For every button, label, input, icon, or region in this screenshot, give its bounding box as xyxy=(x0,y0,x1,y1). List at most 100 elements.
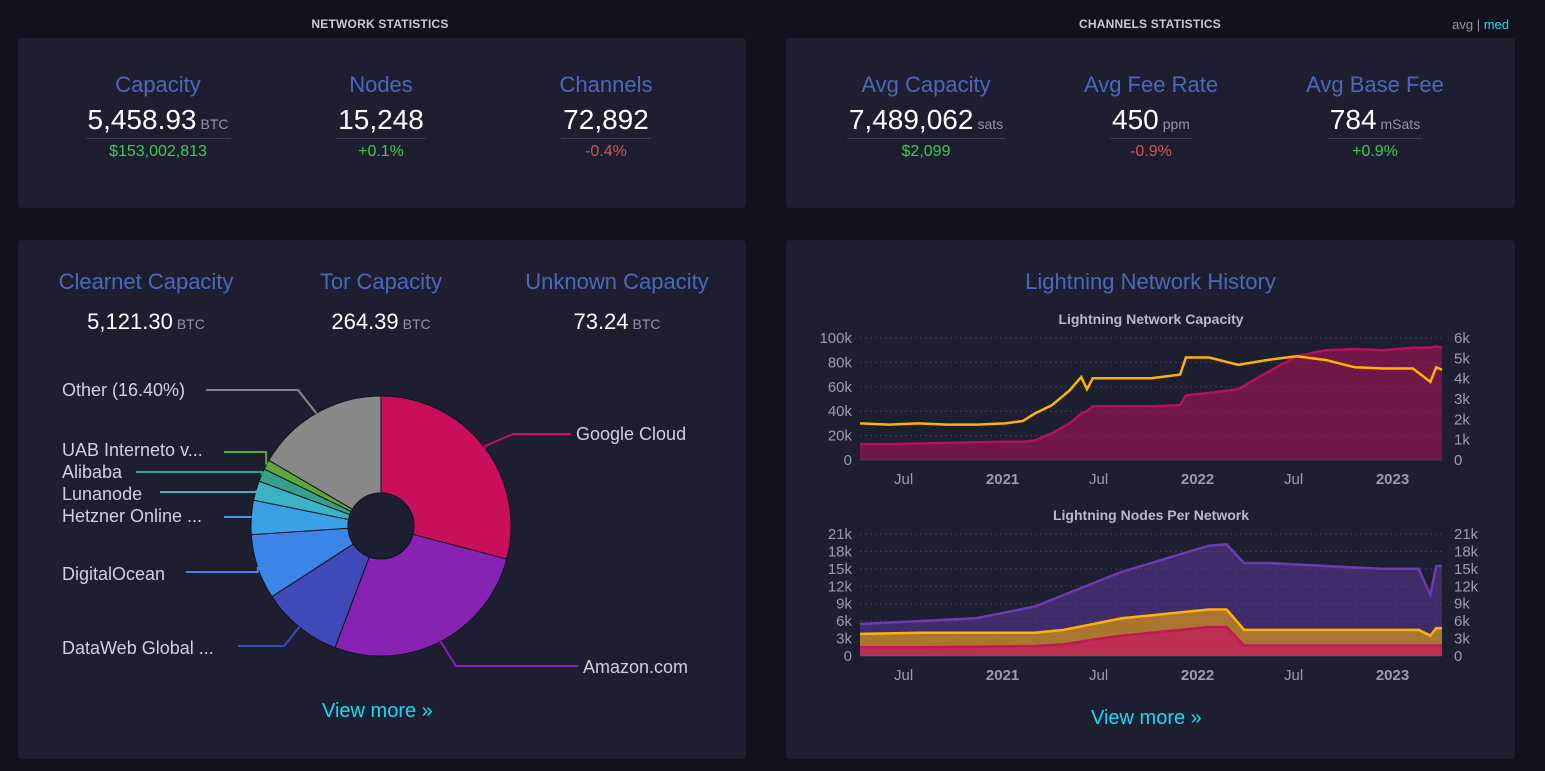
avg-fee-rate-unit: ppm xyxy=(1162,116,1190,132)
y-right-tick: 0 xyxy=(1454,452,1462,469)
y-left-tick: 21k xyxy=(828,526,853,543)
capacity-label: Capacity xyxy=(115,72,201,97)
y-left-tick: 0 xyxy=(844,648,852,665)
chart-title: Lightning Nodes Per Network xyxy=(1053,507,1249,523)
y-right-tick: 6k xyxy=(1454,613,1470,630)
pie-connector-lunanode xyxy=(160,490,258,493)
isp-pie-chart[interactable]: Google Cloud Amazon.com DataWeb Global ...… xyxy=(18,360,746,760)
x-tick: 2022 xyxy=(1181,667,1214,684)
avg-toggle[interactable]: avg xyxy=(1452,17,1474,32)
network-statistics-title: NETWORK STATISTICS xyxy=(311,17,449,31)
pie-connector-other-16-40 xyxy=(206,389,318,414)
y-right-tick: 12k xyxy=(1454,578,1479,595)
channels-stat: Channels 72,892 -0.4% xyxy=(506,72,706,161)
x-tick: 2021 xyxy=(986,667,1019,684)
series-line-1 xyxy=(859,355,1443,426)
y-right-tick: 3k xyxy=(1454,631,1470,648)
y-left-tick: 6k xyxy=(836,613,852,630)
y-left-tick: 80k xyxy=(828,354,853,371)
pie-connector-dataweb-global xyxy=(238,626,301,647)
y-left-tick: 3k xyxy=(836,631,852,648)
y-right-tick: 15k xyxy=(1454,561,1479,578)
pie-label-uab-interneto-v: UAB Interneto v... xyxy=(62,440,203,460)
channels-value: 72,892 xyxy=(563,104,649,135)
unknown-capacity-stat: Unknown Capacity 73.24 BTC xyxy=(517,269,717,335)
y-right-tick: 4k xyxy=(1454,371,1470,388)
x-tick: Jul xyxy=(894,667,913,684)
capacity-usd: $153,002,813 xyxy=(109,143,207,160)
history-title: Lightning Network History xyxy=(1025,269,1276,294)
history-card: Lightning Network History Lightning Netw… xyxy=(786,240,1515,759)
avg-capacity-usd: $2,099 xyxy=(901,143,951,160)
y-right-tick: 3k xyxy=(1454,391,1470,408)
unknown-capacity-unit: BTC xyxy=(632,316,661,332)
pie-label-alibaba: Alibaba xyxy=(62,462,123,482)
capacity-breakdown-card: Clearnet Capacity 5,121.30 BTC Tor Capaci… xyxy=(18,240,746,759)
clearnet-capacity-label: Clearnet Capacity xyxy=(58,269,234,294)
x-tick: 2023 xyxy=(1376,471,1409,488)
avg-capacity-value: 7,489,062 xyxy=(848,104,974,135)
y-left-tick: 40k xyxy=(828,403,853,420)
clearnet-capacity-stat: Clearnet Capacity 5,121.30 BTC xyxy=(46,269,246,335)
chart-title: Lightning Network Capacity xyxy=(1058,311,1243,327)
pie-connector-google-cloud xyxy=(483,433,571,448)
nodes-label: Nodes xyxy=(349,72,413,97)
y-left-tick: 60k xyxy=(828,379,853,396)
capacity-view-more-link[interactable]: View more » xyxy=(322,700,433,722)
pie-label-other-16-40: Other (16.40%) xyxy=(62,380,185,400)
pie-label-digitalocean: DigitalOcean xyxy=(62,564,165,584)
tor-capacity-unit: BTC xyxy=(402,316,431,332)
capacity-history-chart[interactable]: Lightning Network Capacity 0 20k 40k 60k 80k 1… xyxy=(786,310,1515,490)
nodes-value: 15,248 xyxy=(338,104,424,135)
x-tick: Jul xyxy=(1284,471,1303,488)
avg-base-fee-label: Avg Base Fee xyxy=(1306,72,1444,97)
series-area-0 xyxy=(860,544,1442,656)
series-area-2 xyxy=(860,626,1442,656)
avg-fee-rate-label: Avg Fee Rate xyxy=(1083,72,1219,97)
history-view-more-link[interactable]: View more » xyxy=(1091,707,1202,729)
x-tick: 2023 xyxy=(1376,667,1409,684)
y-right-tick: 1k xyxy=(1454,432,1470,449)
pie-connector-amazon-com xyxy=(439,641,578,667)
pie-connector-alibaba xyxy=(136,471,264,476)
channels-change: -0.4% xyxy=(585,143,627,160)
pie-label-hetzner-online: Hetzner Online ... xyxy=(62,506,202,526)
y-left-tick: 0 xyxy=(844,452,852,469)
tor-capacity-stat: Tor Capacity 264.39 BTC xyxy=(281,269,481,335)
med-toggle[interactable]: med xyxy=(1483,17,1509,32)
x-tick: 2021 xyxy=(986,471,1019,488)
pie-label-amazon-com: Amazon.com xyxy=(583,657,688,677)
y-left-tick: 100k xyxy=(819,330,852,347)
series-line-1 xyxy=(859,608,1442,638)
x-tick: Jul xyxy=(1284,667,1303,684)
series-line-0 xyxy=(859,543,1442,626)
avg-base-fee-value: 784 xyxy=(1329,104,1377,135)
nodes-stat: Nodes 15,248 +0.1% xyxy=(281,72,481,161)
y-right-tick: 6k xyxy=(1454,330,1470,347)
channels-label: Channels xyxy=(559,72,653,97)
y-left-tick: 18k xyxy=(828,543,853,560)
y-right-tick: 2k xyxy=(1454,411,1470,428)
pie-center-hole xyxy=(347,492,415,560)
y-right-tick: 21k xyxy=(1454,526,1479,543)
avg-base-fee-unit: mSats xyxy=(1380,116,1421,132)
channels-stats-card: Avg Capacity 7,489,062 sats $2,099 Avg Fe… xyxy=(786,38,1515,208)
y-right-tick: 5k xyxy=(1454,350,1470,367)
series-line-0 xyxy=(860,345,1443,446)
series-area-0 xyxy=(860,346,1442,460)
x-tick: Jul xyxy=(1089,667,1108,684)
unknown-capacity-value: 73.24 xyxy=(573,309,629,334)
avg-capacity-label: Avg Capacity xyxy=(861,72,991,97)
nodes-per-network-chart[interactable]: Lightning Nodes Per Network03k6k9k12k15k… xyxy=(786,506,1515,686)
tor-capacity-value: 264.39 xyxy=(331,309,399,334)
capacity-unit: BTC xyxy=(200,116,229,132)
series-line-2 xyxy=(860,625,1442,649)
pie-label-google-cloud: Google Cloud xyxy=(576,424,686,444)
avg-base-fee-change: +0.9% xyxy=(1352,143,1398,160)
channels-statistics-title: CHANNELS STATISTICS xyxy=(1078,17,1222,31)
x-tick: Jul xyxy=(1089,471,1108,488)
pie-label-dataweb-global: DataWeb Global ... xyxy=(62,638,214,658)
x-tick: 2022 xyxy=(1181,471,1214,488)
clearnet-capacity-value: 5,121.30 xyxy=(87,309,173,334)
y-right-tick: 0 xyxy=(1454,648,1462,665)
